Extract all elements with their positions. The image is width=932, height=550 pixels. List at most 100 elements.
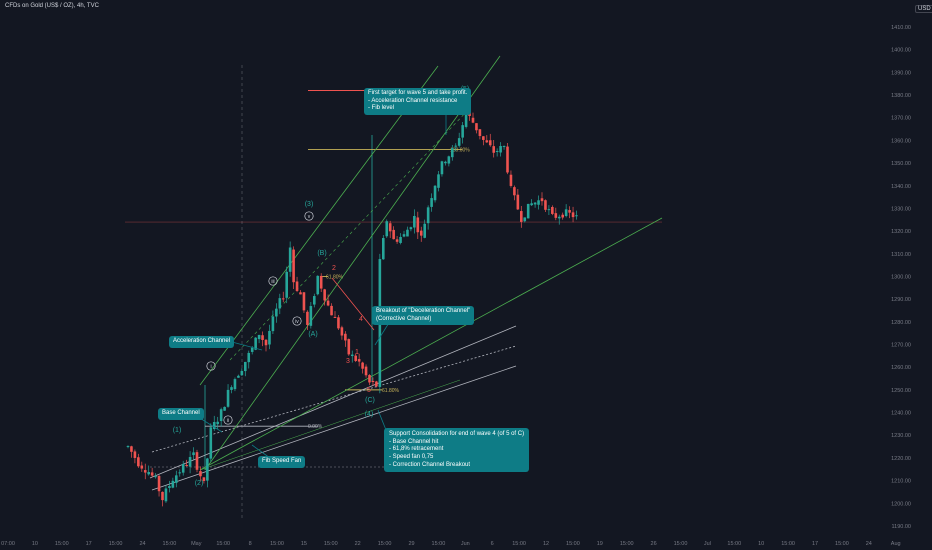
- wave-label: 4: [359, 316, 363, 323]
- wave-label: (1): [173, 427, 182, 434]
- candle: [357, 359, 361, 362]
- candle: [392, 229, 395, 240]
- y-axis-tick-label: 1370.00: [891, 116, 911, 122]
- candle: [509, 174, 513, 186]
- candle: [278, 298, 282, 309]
- candle: [485, 140, 489, 143]
- candle: [219, 409, 223, 422]
- candle: [361, 362, 364, 369]
- callout-fib-speed-fan[interactable]: Fib Speed Fan: [258, 456, 306, 468]
- y-axis-tick-label: 1360.00: [891, 138, 911, 144]
- wave-label: (B): [317, 250, 326, 257]
- x-axis-tick-label: 24: [139, 541, 145, 547]
- candle: [192, 452, 195, 456]
- y-axis-tick-label: 1210.00: [891, 479, 911, 485]
- candle: [554, 213, 558, 218]
- y-axis-tick-label: 1200.00: [891, 501, 911, 507]
- candle: [143, 470, 147, 473]
- candle: [478, 129, 482, 136]
- x-axis-tick-label: 10: [758, 541, 764, 547]
- y-axis-tick-label: 1260.00: [891, 365, 911, 371]
- wave-label: 3: [346, 358, 350, 365]
- callout-pointer: [377, 409, 387, 431]
- fib-level-label: 61.80%: [326, 274, 344, 280]
- candle: [313, 296, 316, 305]
- y-axis-tick-label: 1380.00: [891, 93, 911, 99]
- candle: [344, 333, 347, 341]
- wave-label: (A): [308, 331, 317, 338]
- x-axis-tick-label: 15:00: [620, 541, 634, 547]
- wave-label: (4): [365, 411, 374, 418]
- y-axis-tick-label: 1350.00: [891, 161, 911, 167]
- callout-base-channel[interactable]: Base Channel: [158, 408, 204, 420]
- x-axis-tick-label: 12: [543, 541, 549, 547]
- candle: [423, 223, 426, 238]
- candle: [557, 216, 561, 219]
- acceleration-channel-upper: [199, 65, 439, 386]
- candle: [295, 281, 299, 291]
- candle: [306, 311, 309, 325]
- callout-pointer: [231, 341, 263, 351]
- candle: [426, 207, 430, 224]
- callout-line: (Corrective Channel): [376, 315, 432, 322]
- candle: [326, 300, 330, 306]
- x-axis-tick-label: 29: [408, 541, 414, 547]
- candle: [230, 387, 233, 390]
- candle: [475, 123, 478, 131]
- candle: [350, 354, 354, 357]
- candle: [440, 161, 444, 175]
- candle: [319, 275, 323, 289]
- wave-circle: [292, 316, 302, 326]
- candle: [330, 305, 333, 316]
- candle: [147, 472, 150, 475]
- x-axis-tick-label: 6: [491, 541, 494, 547]
- candle: [506, 146, 509, 173]
- candle: [413, 215, 416, 228]
- candle: [399, 236, 402, 243]
- x-axis-tick-label: 15:00: [566, 541, 580, 547]
- candle: [547, 209, 551, 211]
- x-axis-tick-label: 15:00: [163, 541, 177, 547]
- candle: [154, 476, 157, 478]
- y-axis-tick-label: 1320.00: [891, 229, 911, 235]
- wave-label: (2): [195, 480, 204, 487]
- callout-first-target[interactable]: First target for wave 5 and take profit.…: [364, 88, 472, 116]
- candle: [268, 330, 271, 345]
- x-axis-tick-label: 15:00: [432, 541, 446, 547]
- callout-acceleration-channel[interactable]: Acceleration Channel: [169, 336, 235, 348]
- candle: [406, 229, 409, 237]
- candle: [368, 375, 371, 383]
- candle: [575, 215, 578, 217]
- candle: [275, 308, 278, 317]
- candle: [568, 210, 571, 213]
- wave-label: ii: [227, 418, 229, 424]
- candle: [499, 146, 502, 153]
- candle: [202, 477, 206, 481]
- candle: [516, 194, 520, 210]
- candle: [457, 138, 461, 146]
- acceleration-channel-lower: [204, 55, 501, 471]
- x-axis-tick-label: Jul: [704, 541, 711, 547]
- candle: [130, 446, 133, 452]
- callout-line: - Fib level: [368, 105, 395, 112]
- wave-circle: [304, 211, 314, 221]
- callout-support[interactable]: Support Consolidation for end of wave 4 …: [384, 428, 530, 473]
- symbol-title[interactable]: CFDs on Gold (US$ / OZ), 4h, TVC: [5, 3, 99, 9]
- candle: [451, 148, 454, 158]
- candle: [288, 247, 292, 272]
- y-axis-tick-label: 1400.00: [891, 48, 911, 54]
- callout-breakout[interactable]: Breakout of "Deceleration Channel" (Corr…: [372, 306, 475, 326]
- wave-label: 2: [332, 265, 336, 272]
- corrective-channel-line: [331, 277, 375, 331]
- x-axis-tick-label: 15:00: [378, 541, 392, 547]
- callout-line: First target for wave 5 and take profit.: [368, 90, 468, 96]
- wave-circle: [268, 276, 278, 286]
- fib-speed-fan-line-low: [199, 379, 461, 471]
- candle: [544, 200, 547, 210]
- candle: [364, 366, 368, 376]
- x-axis-tick-label: 15:00: [216, 541, 230, 547]
- candle: [195, 452, 199, 470]
- wave-label: 5: [367, 387, 371, 394]
- candle: [388, 223, 392, 232]
- currency-label[interactable]: USD: [915, 5, 932, 13]
